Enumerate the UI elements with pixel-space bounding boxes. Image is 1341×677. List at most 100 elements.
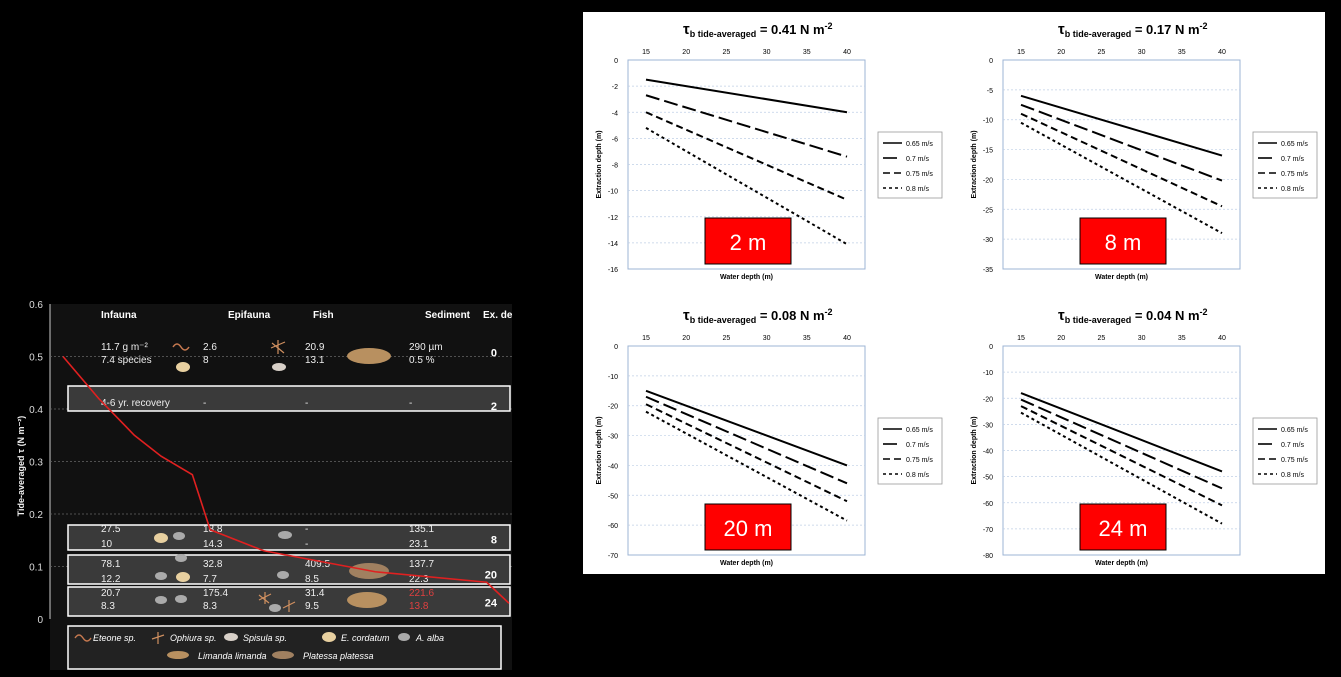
legend-label: 0.7 m/s bbox=[906, 156, 929, 163]
legend-label: 0.75 m/s bbox=[906, 171, 933, 178]
x-tick-label: 25 bbox=[723, 49, 731, 56]
legend-label: 0.75 m/s bbox=[906, 457, 933, 464]
y-tick-label: -20 bbox=[983, 396, 993, 403]
line-chart: τb tide-averaged = 0.17 N m-2 0 -5 -10 -15 -2… bbox=[971, 21, 1318, 281]
spisula-icon bbox=[269, 604, 281, 612]
cell-value: 221.6 bbox=[409, 588, 434, 599]
series-line bbox=[645, 403, 848, 503]
x-tick-label: 30 bbox=[1138, 49, 1146, 56]
depth-badge-label: 8 m bbox=[1105, 230, 1142, 255]
y-tick-label: -8 bbox=[612, 163, 618, 170]
x-tick-label: 15 bbox=[1017, 49, 1025, 56]
legend-label: 0.8 m/s bbox=[1281, 186, 1304, 193]
extraction-charts: τb tide-averaged = 0.41 N m-2 0 -2 -4 -6 -8 -1… bbox=[596, 21, 1318, 567]
ex-depth-value: 8 bbox=[491, 535, 497, 547]
y-tick-label: -15 bbox=[983, 148, 993, 155]
eteone-icon bbox=[74, 634, 92, 642]
y-axis-label: Extraction depth (m) bbox=[596, 130, 603, 198]
table-row: 27.5 10 18.8 14.3 - - 135.1 23.1 8 bbox=[67, 524, 511, 551]
chart-title: τb tide-averaged = 0.17 N m-2 bbox=[1058, 21, 1208, 39]
y-tick-label: -6 bbox=[612, 136, 618, 143]
x-tick-label: 30 bbox=[763, 49, 771, 56]
cell-value: 7.4 species bbox=[101, 355, 152, 366]
x-tick-label: 20 bbox=[1057, 49, 1065, 56]
row-box bbox=[67, 524, 511, 551]
cell-value: 0.5 % bbox=[409, 355, 435, 366]
line-chart: τb tide-averaged = 0.04 N m-2 0 -10 -20 -30 -… bbox=[971, 307, 1318, 567]
depth-badge bbox=[704, 217, 792, 265]
y-tick-label: -20 bbox=[608, 404, 618, 411]
x-axis-label: Water depth (m) bbox=[720, 274, 773, 281]
x-tick-label: 40 bbox=[843, 49, 851, 56]
series-line bbox=[1020, 112, 1223, 208]
y-tick-label: -70 bbox=[608, 553, 618, 560]
y-tick-label: -60 bbox=[608, 523, 618, 530]
chart-title: τb tide-averaged = 0.08 N m-2 bbox=[683, 307, 833, 325]
alba-icon bbox=[155, 572, 167, 580]
cordatum-icon bbox=[322, 632, 336, 642]
x-tick-label: 35 bbox=[1178, 335, 1186, 342]
x-tick-label: 25 bbox=[1098, 49, 1106, 56]
y-tick-label: 0.6 bbox=[29, 300, 43, 311]
y-tick-label: -60 bbox=[983, 501, 993, 508]
x-tick-label: 25 bbox=[1098, 335, 1106, 342]
legend-label: Eteone sp. bbox=[93, 633, 136, 643]
cell-value: 8.5 bbox=[305, 574, 319, 585]
y-tick-label: -70 bbox=[983, 527, 993, 534]
cell-value: 10 bbox=[101, 539, 113, 550]
depth-badge-label: 2 m bbox=[730, 230, 767, 255]
x-axis-label: Water depth (m) bbox=[720, 560, 773, 567]
x-tick-label: 15 bbox=[642, 49, 650, 56]
cell-value: 23.1 bbox=[409, 539, 429, 550]
y-tick-label: -40 bbox=[983, 449, 993, 456]
y-tick-label: -30 bbox=[608, 434, 618, 441]
cell-value: - bbox=[305, 539, 308, 550]
ophiura-icon bbox=[282, 600, 296, 612]
legend-label: 0.75 m/s bbox=[1281, 171, 1308, 178]
cell-value: 8.3 bbox=[203, 601, 217, 612]
y-axis-label: Tide-averaged τ (N m⁻²) bbox=[16, 416, 26, 517]
species-legend: Eteone sp. Ophiura sp. Spisula sp. E. corda… bbox=[67, 625, 502, 670]
x-tick-label: 40 bbox=[1218, 49, 1226, 56]
column-header: Fish bbox=[313, 310, 334, 321]
table-row: 4-6 yr. recovery - - - 2 bbox=[67, 385, 511, 413]
legend-label: A. alba bbox=[415, 633, 444, 643]
cell-value: 290 µm bbox=[409, 342, 443, 353]
cell-value: 175.4 bbox=[203, 588, 228, 599]
y-tick-label: -10 bbox=[983, 118, 993, 125]
series-line bbox=[645, 395, 848, 485]
cell-value: - bbox=[305, 398, 308, 409]
series-line bbox=[1020, 103, 1223, 182]
legend-label: 0.7 m/s bbox=[1281, 156, 1304, 163]
cell-value: 2.6 bbox=[203, 342, 217, 353]
ex-depth-value: 24 bbox=[485, 598, 498, 610]
legend-label: 0.65 m/s bbox=[1281, 427, 1308, 434]
cell-value: 137.7 bbox=[409, 559, 434, 570]
cell-value: 18.8 bbox=[203, 524, 223, 535]
x-tick-label: 35 bbox=[1178, 49, 1186, 56]
legend-label: 0.7 m/s bbox=[1281, 442, 1304, 449]
limanda-icon bbox=[347, 348, 391, 364]
y-tick-label: -80 bbox=[983, 553, 993, 560]
x-axis-label: Water depth (m) bbox=[1095, 560, 1148, 567]
cell-value: 8 bbox=[203, 355, 209, 366]
y-tick-label: 0.4 bbox=[29, 405, 43, 416]
biota-chart: 0.6 0.5 0.4 0.3 0.2 0.1 0 Tide-averaged τ (N m⁻… bbox=[13, 296, 528, 672]
y-axis-label: Extraction depth (m) bbox=[971, 416, 978, 484]
chart-title: τb tide-averaged = 0.04 N m-2 bbox=[1058, 307, 1208, 325]
y-tick-label: -10 bbox=[983, 370, 993, 377]
biota-panel: 0.6 0.5 0.4 0.3 0.2 0.1 0 Tide-averaged τ (N m⁻… bbox=[13, 296, 528, 672]
column-header: Sediment bbox=[425, 310, 471, 321]
cell-value: 78.1 bbox=[101, 559, 121, 570]
alba-icon bbox=[155, 596, 167, 604]
y-tick-label: -12 bbox=[608, 215, 618, 222]
y-tick-label: 0.3 bbox=[29, 458, 43, 469]
cell-value: 20.9 bbox=[305, 342, 325, 353]
legend-label: 0.65 m/s bbox=[906, 427, 933, 434]
cell-value: - bbox=[305, 524, 308, 535]
cordatum-icon bbox=[176, 362, 190, 372]
extraction-charts-panel: τb tide-averaged = 0.41 N m-2 0 -2 -4 -6 -8 -1… bbox=[583, 12, 1325, 574]
series-line bbox=[645, 94, 848, 158]
cell-value: 31.4 bbox=[305, 588, 325, 599]
x-tick-label: 40 bbox=[843, 335, 851, 342]
